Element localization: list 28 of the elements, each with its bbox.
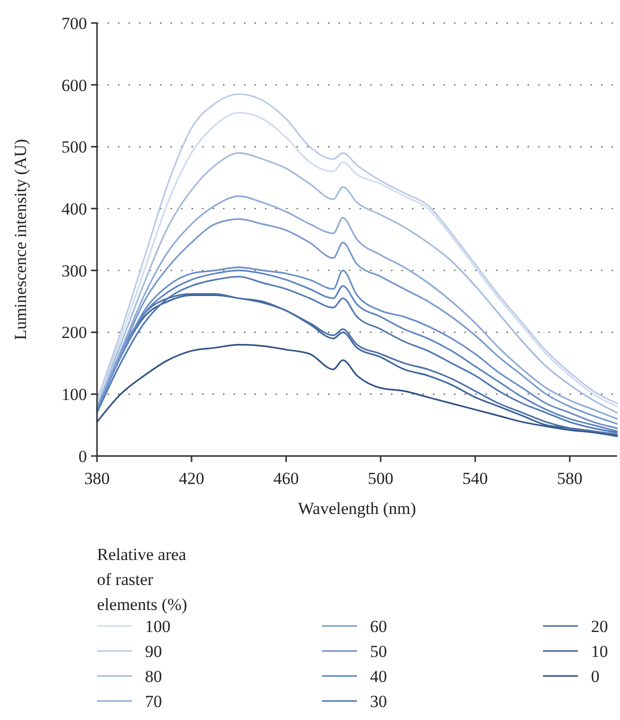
x-tick-label: 500 bbox=[368, 469, 394, 488]
y-tick-label: 400 bbox=[62, 200, 87, 219]
x-tick-label: 420 bbox=[178, 469, 204, 488]
x-tick-label: 580 bbox=[556, 469, 582, 488]
legend-label: 10 bbox=[591, 642, 608, 661]
legend-label: 40 bbox=[370, 666, 387, 686]
legend-label: 50 bbox=[370, 642, 387, 661]
legend-label: 70 bbox=[145, 692, 162, 711]
legend-label: 60 bbox=[370, 616, 387, 636]
x-tick-label: 540 bbox=[462, 469, 488, 488]
legend-title: Relative area of raster elements (%) bbox=[97, 545, 188, 614]
legend-label: 80 bbox=[145, 666, 162, 686]
x-tick-label: 460 bbox=[273, 469, 299, 488]
legend-label: 0 bbox=[591, 666, 600, 686]
legend-label: 100 bbox=[145, 616, 170, 636]
x-tick-label: 380 bbox=[84, 469, 110, 488]
y-axis-title: Luminescence intensity (AU) bbox=[11, 138, 30, 340]
y-tick-label: 600 bbox=[62, 76, 87, 95]
legend-label: 90 bbox=[145, 642, 162, 661]
x-axis-title: Wavelength (nm) bbox=[298, 499, 416, 518]
y-tick-label: 200 bbox=[62, 323, 87, 342]
y-tick-label: 300 bbox=[62, 261, 87, 280]
y-tick-label: 700 bbox=[62, 14, 87, 33]
y-tick-label: 100 bbox=[62, 385, 87, 404]
y-tick-label: 0 bbox=[78, 446, 87, 466]
legend-label: 30 bbox=[370, 692, 387, 711]
y-tick-label: 500 bbox=[62, 138, 87, 157]
legend-label: 20 bbox=[591, 616, 608, 636]
